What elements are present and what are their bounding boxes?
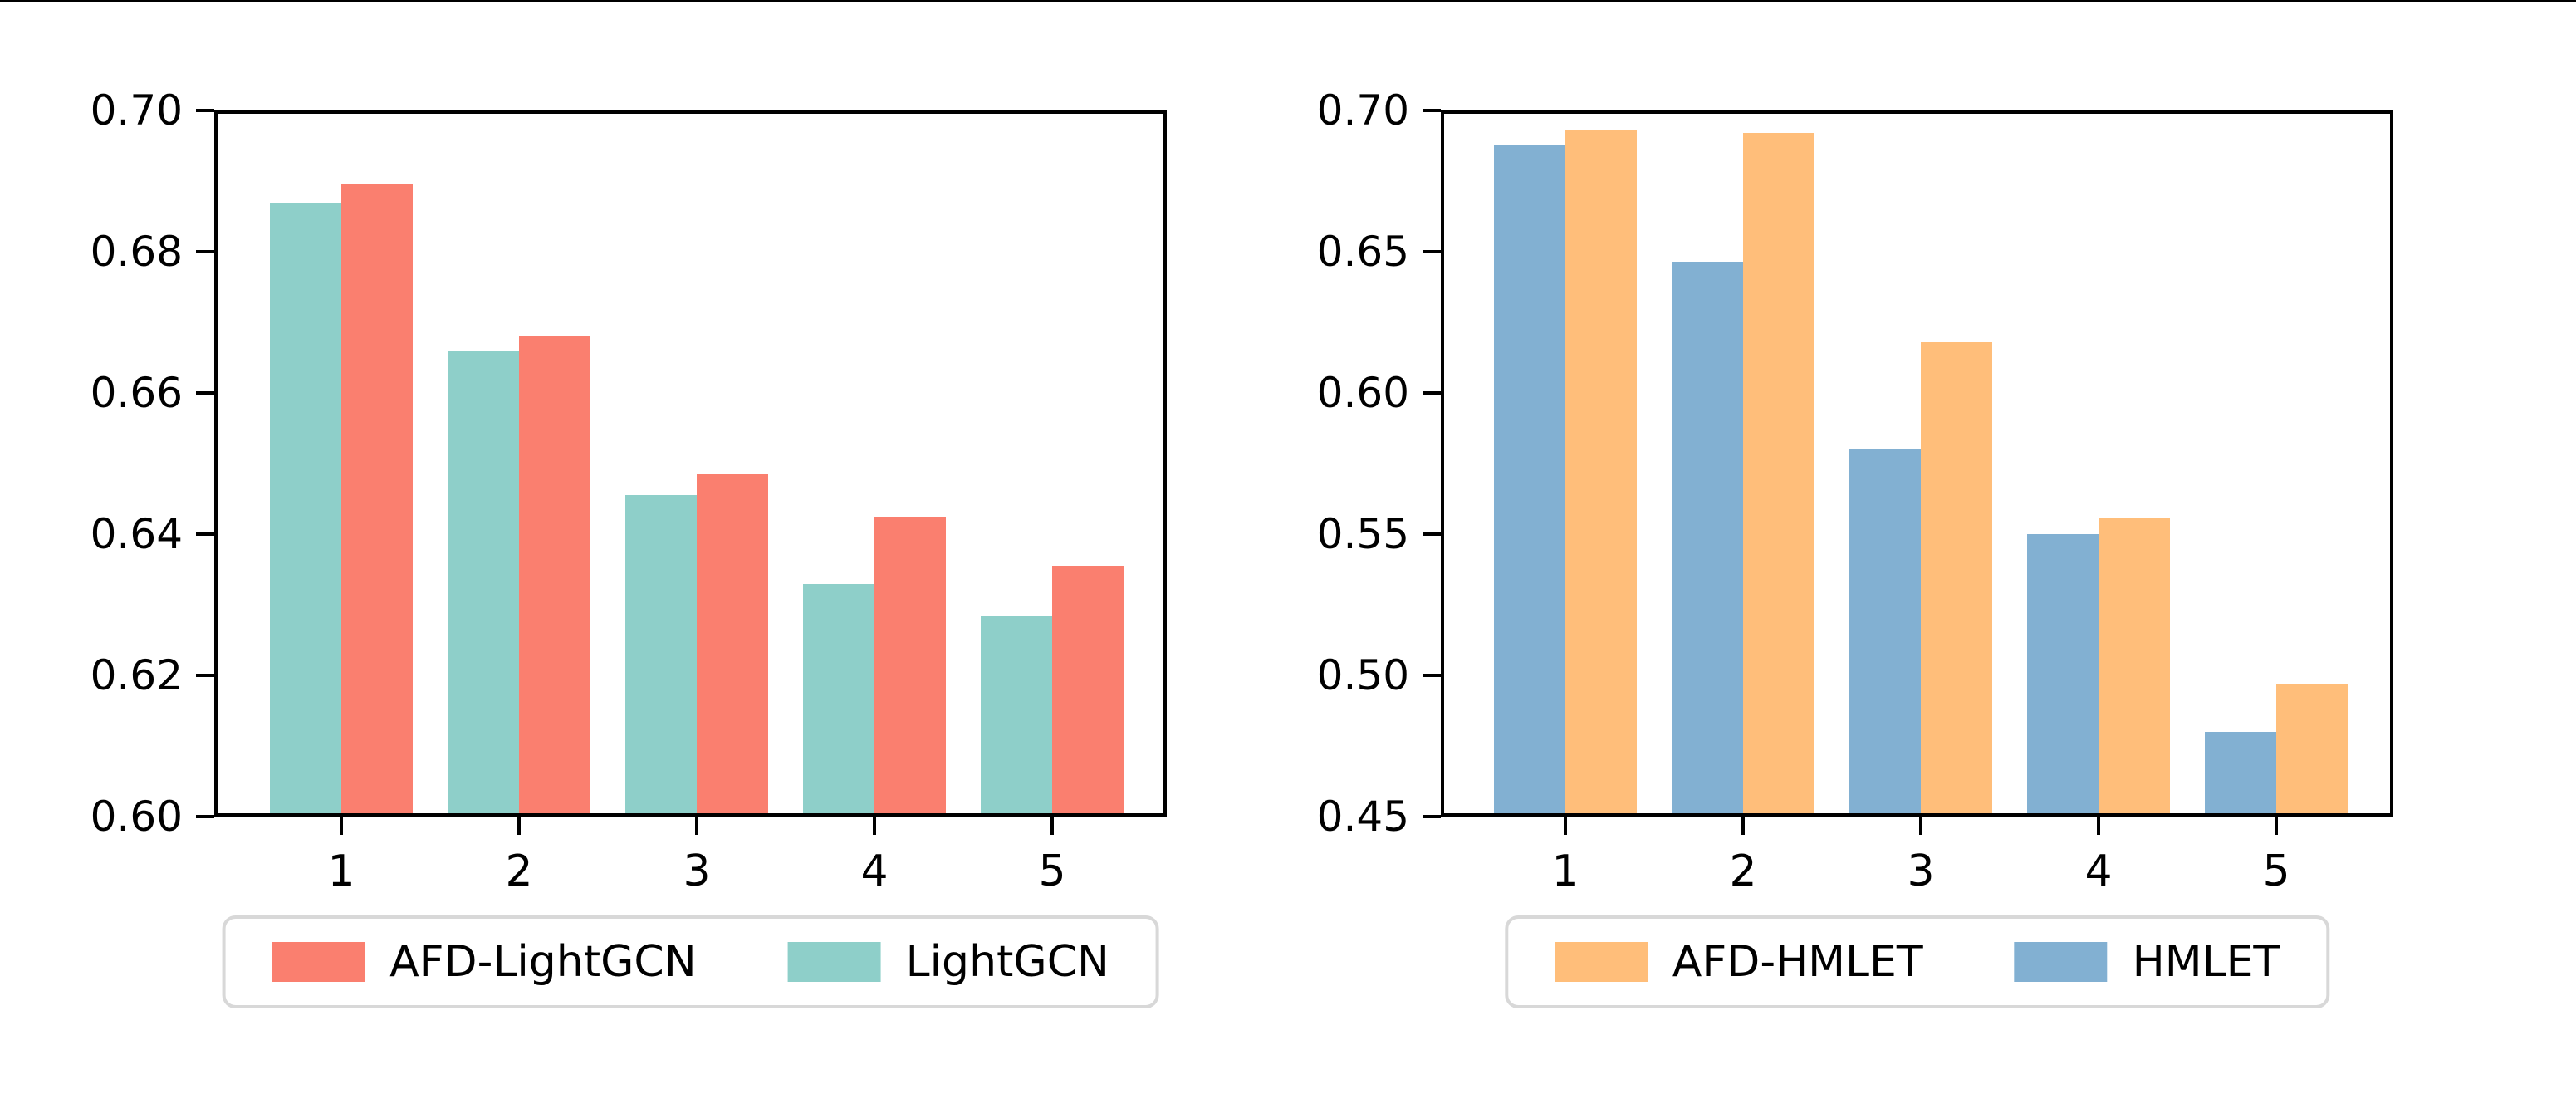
x-tick-label: 1	[1551, 846, 1579, 896]
x-tick-label: 2	[505, 846, 533, 896]
x-tick-mark	[517, 817, 521, 835]
bar-afd-lightgcn-4	[874, 516, 946, 813]
y-tick-mark	[196, 250, 214, 253]
y-tick-label: 0.70	[1316, 86, 1409, 135]
legend-swatch-afd-hmlet	[1554, 942, 1648, 982]
x-tick-mark	[1050, 817, 1054, 835]
x-tick-mark	[2275, 817, 2278, 835]
legend-label-afd-hmlet: AFD-HMLET	[1672, 937, 1923, 987]
x-tick-label: 4	[860, 846, 889, 896]
bar-hmlet-5	[2205, 732, 2276, 813]
bar-afd-hmlet-2	[1743, 133, 1814, 813]
y-tick-label: 0.55	[1316, 510, 1409, 558]
x-tick-label: 1	[327, 846, 355, 896]
legend-entry-lightgcn: LightGCN	[787, 937, 1109, 987]
x-tick-mark	[2097, 817, 2100, 835]
x-tick-label: 4	[2084, 846, 2113, 896]
y-tick-mark	[196, 109, 214, 112]
plot-box	[214, 110, 1167, 817]
y-tick-label: 0.68	[90, 228, 183, 276]
legend-entry-hmlet: HMLET	[2014, 937, 2280, 987]
x-tick-label: 3	[1907, 846, 1935, 896]
legend: AFD-LightGCN LightGCN	[222, 915, 1159, 1008]
bar-afd-lightgcn-1	[341, 184, 413, 813]
y-tick-mark	[196, 674, 214, 677]
x-tick-label: 5	[2262, 846, 2290, 896]
bar-hmlet-4	[2027, 534, 2099, 813]
y-tick-label: 0.64	[90, 510, 183, 558]
window-top-border	[0, 0, 2576, 2]
y-tick-label: 0.45	[1316, 792, 1409, 841]
legend-entry-afd-hmlet: AFD-HMLET	[1554, 937, 1923, 987]
y-tick-label: 0.62	[90, 651, 183, 699]
bar-lightgcn-1	[270, 202, 341, 813]
plot-box	[1441, 110, 2393, 817]
x-tick-mark	[695, 817, 698, 835]
bar-lightgcn-5	[981, 615, 1052, 813]
bar-afd-hmlet-5	[2276, 684, 2348, 813]
y-tick-mark	[196, 532, 214, 536]
legend-swatch-hmlet	[2014, 942, 2108, 982]
bar-lightgcn-3	[625, 495, 697, 813]
bar-hmlet-1	[1494, 144, 1565, 813]
bar-hmlet-2	[1672, 261, 1743, 813]
y-tick-mark	[196, 391, 214, 395]
bar-afd-lightgcn-3	[697, 473, 768, 813]
y-tick-label: 0.65	[1316, 228, 1409, 276]
y-tick-label: 0.70	[90, 86, 183, 135]
legend-label-afd-lightgcn: AFD-LightGCN	[389, 937, 697, 987]
x-tick-label: 2	[1729, 846, 1757, 896]
legend: AFD-HMLET HMLET	[1504, 915, 2330, 1008]
bar-hmlet-3	[1849, 449, 1921, 813]
bar-afd-hmlet-4	[2099, 517, 2170, 813]
bar-lightgcn-2	[448, 351, 519, 813]
x-tick-mark	[1564, 817, 1567, 835]
y-tick-mark	[1423, 674, 1441, 677]
x-tick-mark	[873, 817, 876, 835]
x-tick-label: 3	[683, 846, 711, 896]
y-tick-mark	[1423, 109, 1441, 112]
bar-afd-lightgcn-2	[519, 336, 590, 813]
y-tick-mark	[196, 815, 214, 818]
legend-swatch-lightgcn	[787, 942, 881, 982]
bar-lightgcn-4	[803, 583, 874, 813]
x-tick-mark	[340, 817, 343, 835]
legend-entry-afd-lightgcn: AFD-LightGCN	[272, 940, 697, 984]
legend-swatch-afd-lightgcn	[272, 942, 365, 982]
y-tick-label: 0.66	[90, 369, 183, 417]
y-tick-mark	[1423, 532, 1441, 536]
bar-afd-hmlet-3	[1921, 341, 1992, 813]
x-tick-label: 5	[1038, 846, 1066, 896]
y-tick-label: 0.60	[1316, 369, 1409, 417]
y-tick-mark	[1423, 250, 1441, 253]
x-tick-mark	[1919, 817, 1922, 835]
y-tick-mark	[1423, 815, 1441, 818]
bar-afd-lightgcn-5	[1052, 566, 1124, 813]
y-tick-label: 0.60	[90, 792, 183, 841]
y-tick-mark	[1423, 391, 1441, 395]
y-tick-label: 0.50	[1316, 651, 1409, 699]
bar-afd-hmlet-1	[1565, 130, 1637, 813]
legend-label-lightgcn: LightGCN	[905, 937, 1109, 987]
legend-label-hmlet: HMLET	[2132, 937, 2280, 987]
x-tick-mark	[1741, 817, 1745, 835]
